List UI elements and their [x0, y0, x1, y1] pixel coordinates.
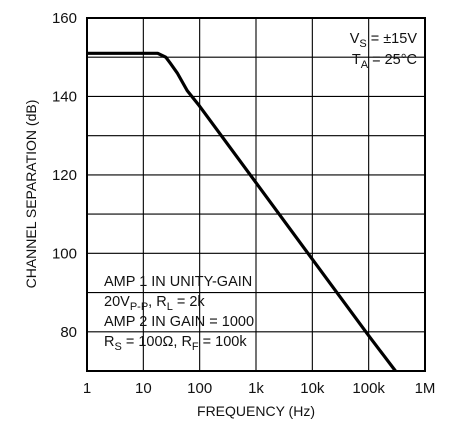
- annotation-line: 20VP-P, RL = 2k: [104, 294, 205, 313]
- channel-separation-curve: [87, 51, 397, 372]
- y-tick-label: 160: [52, 10, 77, 27]
- annotation-line: AMP 1 IN UNITY-GAIN: [104, 274, 252, 290]
- y-tick-label: 120: [52, 167, 77, 184]
- test-condition: TA = 25°C: [352, 52, 417, 71]
- y-axis-label: CHANNEL SEPARATION (dB): [23, 100, 39, 289]
- annotation-line: AMP 2 IN GAIN = 1000: [104, 314, 254, 330]
- x-tick-label: 100k: [352, 380, 385, 397]
- x-tick-label: 1M: [415, 380, 436, 397]
- plot-frame: [86, 17, 426, 372]
- x-tick-label: 100: [187, 380, 212, 397]
- x-axis-label: FREQUENCY (Hz): [197, 403, 315, 419]
- x-tick-label: 1: [83, 380, 91, 397]
- y-tick-label: 100: [52, 245, 77, 262]
- y-tick-labels: 80 100 120 140 160: [52, 10, 77, 341]
- x-tick-label: 1k: [248, 380, 264, 397]
- x-tick-label: 10k: [300, 380, 325, 397]
- x-tick-labels: 1 10 100 1k 10k 100k 1M: [83, 380, 436, 397]
- annotation-line: RS = 100Ω, RF = 100k: [104, 334, 247, 353]
- grid: [87, 18, 425, 371]
- test-conditions-box: VS = ±15V TA = 25°C: [350, 31, 418, 71]
- x-tick-label: 10: [135, 380, 152, 397]
- y-tick-label: 80: [60, 324, 77, 341]
- y-tick-label: 140: [52, 88, 77, 105]
- test-condition: VS = ±15V: [350, 31, 418, 50]
